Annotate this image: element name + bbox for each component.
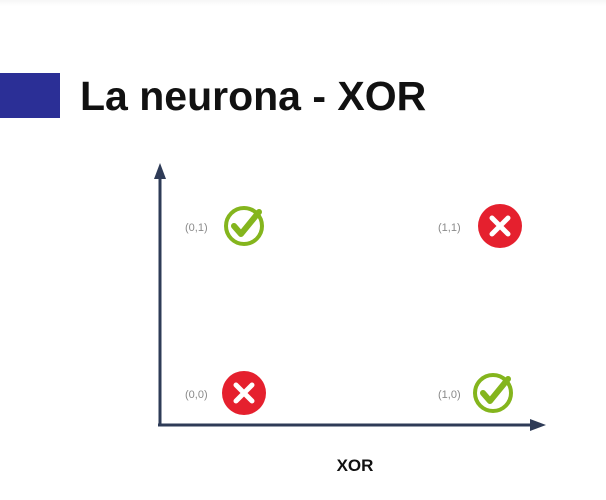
point-1-0: (1,0)	[438, 373, 513, 413]
slide-title: La neurona - XOR	[80, 73, 427, 119]
axis-caption: XOR	[336, 456, 374, 475]
cross-icon	[478, 204, 522, 248]
check-icon	[224, 206, 264, 246]
title-accent-bar	[0, 73, 60, 118]
point-label: (0,0)	[185, 389, 208, 401]
x-axis-arrow-icon	[530, 419, 546, 431]
point-label: (1,1)	[438, 222, 461, 234]
check-icon	[473, 373, 513, 413]
point-label: (1,0)	[438, 389, 461, 401]
point-1-1: (1,1)	[438, 204, 522, 248]
point-0-0: (0,0)	[185, 371, 266, 415]
point-label: (0,1)	[185, 222, 208, 234]
cross-icon	[222, 371, 266, 415]
y-axis-arrow-icon	[154, 163, 166, 179]
point-0-1: (0,1)	[185, 206, 264, 246]
